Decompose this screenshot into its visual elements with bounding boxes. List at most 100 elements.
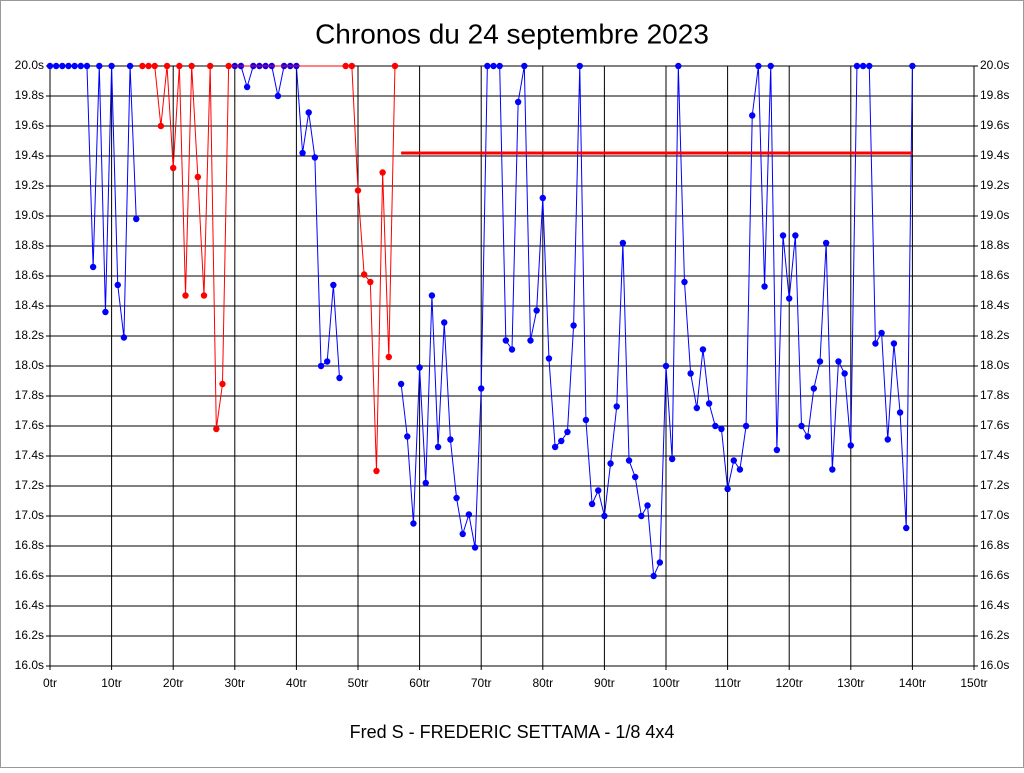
x-tick-label: 80tr <box>532 676 553 690</box>
data-point <box>656 559 664 566</box>
data-point <box>792 232 799 239</box>
data-point <box>188 62 195 70</box>
x-tick-label: 50tr <box>348 676 369 690</box>
y2-tick-label: 19.6s <box>980 118 1009 132</box>
x-tick-label: 0tr <box>43 676 57 690</box>
data-point <box>52 62 60 70</box>
y2-tick-label: 17.2s <box>980 478 1009 492</box>
data-point <box>675 62 682 70</box>
data-point <box>527 337 534 344</box>
x-tick-label: 70tr <box>471 676 492 690</box>
data-point <box>545 355 553 362</box>
data-point <box>595 487 602 494</box>
data-point <box>588 500 596 508</box>
y-tick-label: 16.4s <box>15 598 44 612</box>
data-point <box>324 358 331 365</box>
x-tick-label: 100tr <box>652 676 679 690</box>
data-point <box>601 512 608 520</box>
chart-footer: Fred S - FREDERIC SETTAMA - 1/8 4x4 <box>350 722 675 742</box>
y-tick-label: 18.6s <box>15 268 44 282</box>
x-tick-label: 130tr <box>837 676 864 690</box>
data-point <box>841 370 848 377</box>
data-point <box>878 329 885 337</box>
y-tick-label: 16.0s <box>15 658 44 672</box>
data-point <box>558 437 565 445</box>
data-point <box>890 340 898 347</box>
data-point <box>478 385 485 392</box>
y2-tick-label: 16.0s <box>980 658 1009 672</box>
data-point <box>718 425 725 433</box>
data-point <box>521 62 528 70</box>
x-tick-label: 110tr <box>714 676 740 690</box>
data-point <box>96 62 103 70</box>
data-point <box>496 62 503 70</box>
x-tick-label: 10tr <box>101 676 122 690</box>
data-point <box>77 62 85 70</box>
data-point <box>779 232 787 239</box>
x-tick-label: 150tr <box>960 676 987 690</box>
x-tick-label: 140tr <box>899 676 926 690</box>
y-tick-label: 19.6s <box>15 118 44 132</box>
data-point <box>835 358 842 365</box>
data-point <box>471 544 479 551</box>
x-tick-label: 120tr <box>776 676 803 690</box>
y2-tick-label: 16.4s <box>980 598 1009 612</box>
data-point <box>434 443 442 451</box>
data-point <box>767 62 774 70</box>
data-point <box>705 400 713 407</box>
data-point <box>484 62 491 70</box>
data-point <box>847 442 854 449</box>
y2-tick-label: 17.4s <box>980 448 1009 462</box>
data-point <box>742 422 750 430</box>
data-point <box>829 466 836 473</box>
data-point <box>872 340 879 347</box>
y-tick-label: 20.0s <box>15 58 44 72</box>
data-point <box>551 443 559 451</box>
x-tick-label: 60tr <box>409 676 430 690</box>
data-point <box>219 380 226 388</box>
y2-tick-label: 19.8s <box>980 88 1009 102</box>
data-point <box>730 457 737 464</box>
y-tick-label: 18.8s <box>15 238 44 252</box>
data-point <box>773 446 781 454</box>
y2-tick-label: 19.0s <box>980 208 1009 222</box>
data-point <box>108 62 115 70</box>
data-point <box>490 62 497 70</box>
y-tick-label: 16.6s <box>15 568 44 582</box>
data-point <box>638 512 645 520</box>
data-point <box>724 485 731 493</box>
data-point <box>89 263 97 271</box>
y-tick-label: 16.8s <box>15 538 44 552</box>
data-point <box>441 319 448 326</box>
data-point <box>896 409 904 416</box>
data-point <box>397 380 405 388</box>
data-point <box>909 62 916 70</box>
data-point <box>373 467 380 475</box>
data-point <box>330 281 337 289</box>
data-point <box>342 62 349 70</box>
y-tick-label: 18.4s <box>15 298 44 312</box>
y-tick-label: 16.2s <box>15 628 44 642</box>
data-point <box>114 281 121 289</box>
data-point <box>367 278 374 286</box>
y-tick-label: 19.2s <box>15 178 44 192</box>
y-tick-label: 17.2s <box>15 478 44 492</box>
y2-tick-label: 18.8s <box>980 238 1009 252</box>
data-point <box>311 154 319 161</box>
data-point <box>163 62 171 70</box>
y2-tick-label: 17.8s <box>980 388 1009 402</box>
data-point <box>564 428 571 436</box>
data-point <box>391 62 399 70</box>
data-point <box>582 416 590 424</box>
data-point <box>619 239 627 247</box>
data-point <box>336 374 343 382</box>
data-point <box>625 457 633 464</box>
y-tick-label: 17.8s <box>15 388 44 402</box>
data-point <box>200 292 208 299</box>
series-line <box>142 65 396 472</box>
data-point <box>139 62 146 70</box>
data-point <box>502 337 510 344</box>
data-point <box>816 358 824 365</box>
data-point <box>632 473 639 481</box>
data-point <box>71 62 78 70</box>
